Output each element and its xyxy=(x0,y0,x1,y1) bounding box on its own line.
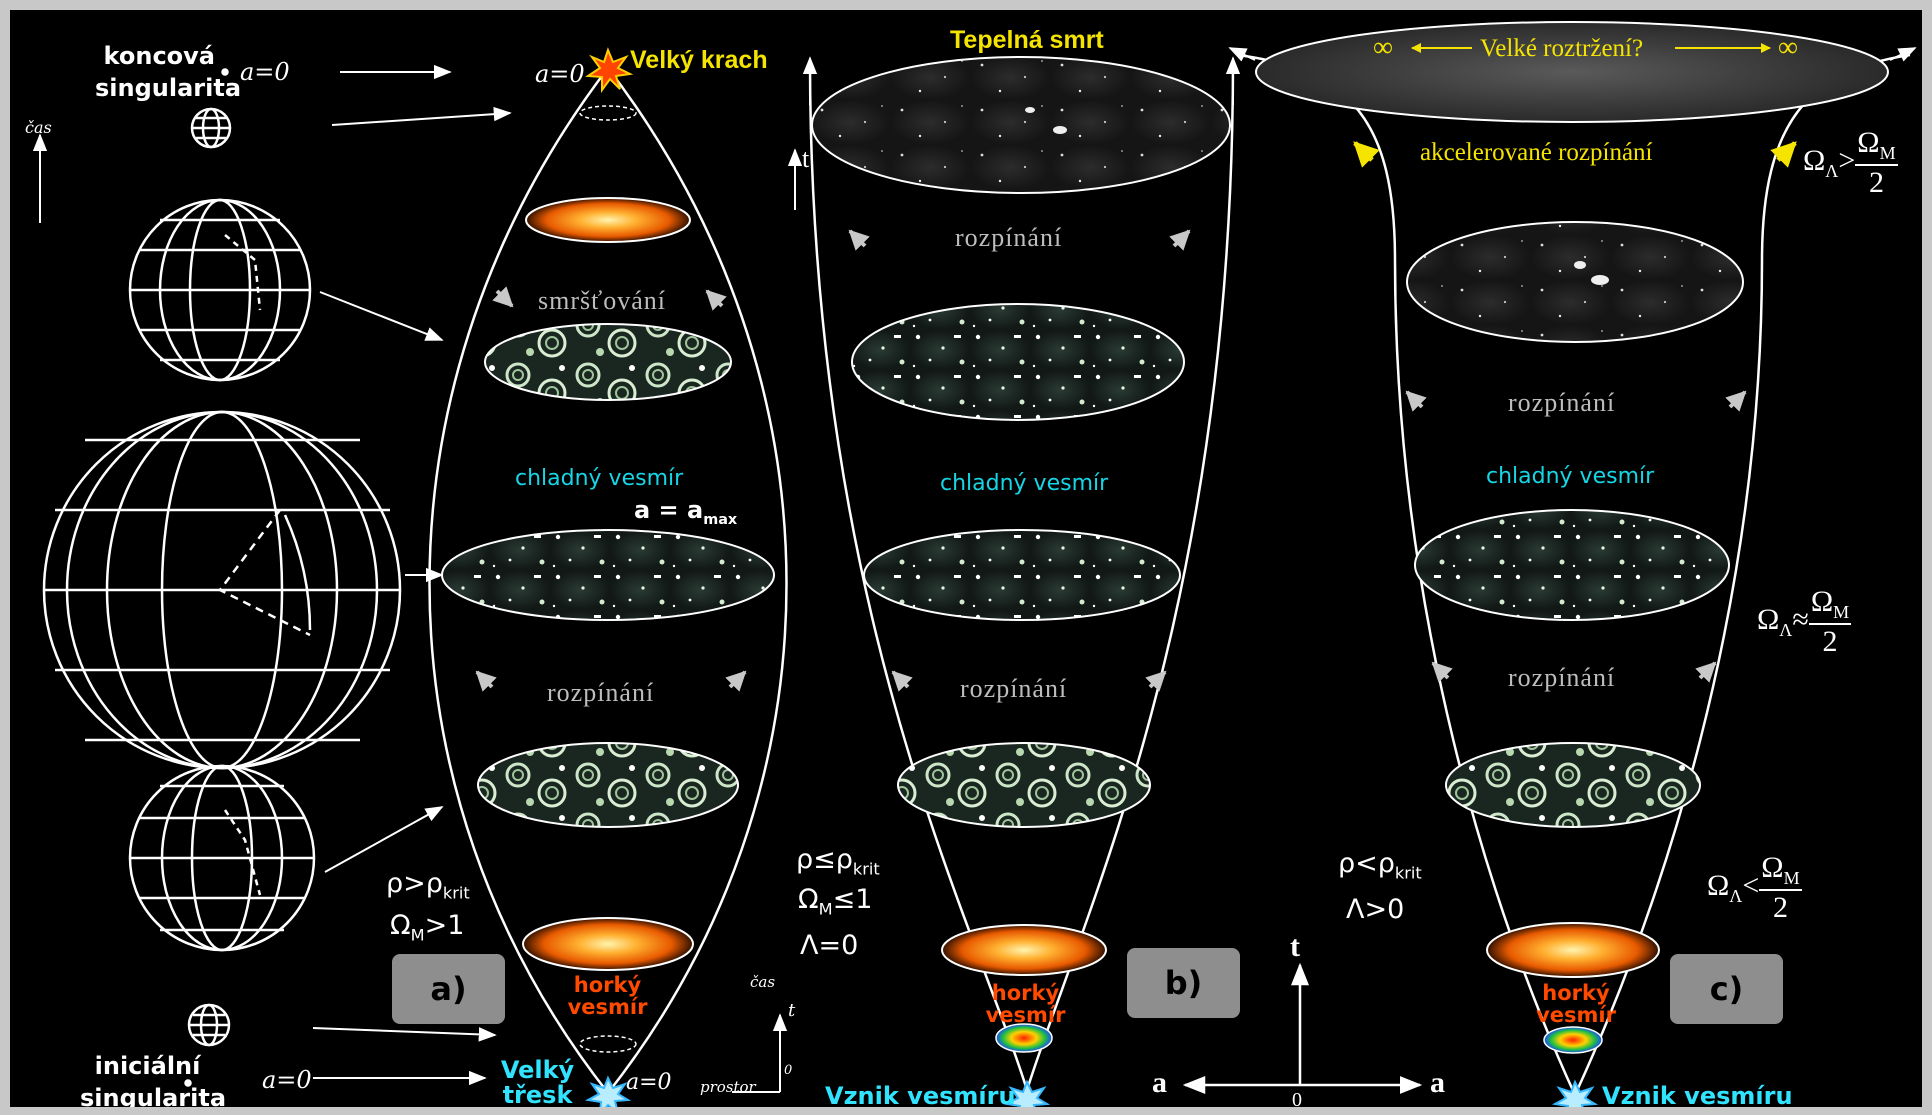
panel-c-origin-star xyxy=(1551,1079,1599,1107)
panel-b-core xyxy=(995,1023,1053,1053)
panel-a-top-ring xyxy=(579,105,637,121)
panel-c-expansion-label: rozpínání xyxy=(1508,663,1616,692)
panel-c-density-condition: ρ<ρkrit xyxy=(1338,848,1422,883)
initial-a-label: a=0 xyxy=(262,1066,312,1094)
omega-gt-half-condition: ΩΛ> ΩM 2 xyxy=(1803,126,1898,199)
panel-a-galaxy-disk-lower xyxy=(477,742,739,828)
dot-final xyxy=(221,68,229,76)
axis-a-left-label: a xyxy=(1152,1066,1167,1099)
panel-c-galaxy-disk-lower xyxy=(1445,742,1701,828)
accelerated-expansion-label: akcelerované rozpínání xyxy=(1420,139,1653,166)
panel-c-cold-label: chladný vesmír xyxy=(1486,464,1655,489)
panel-c-badge: c) xyxy=(1670,954,1783,1024)
globe-tiny-top xyxy=(190,107,232,149)
panel-a-hot-label: horký vesmír xyxy=(567,973,648,1020)
panel-a-graphics xyxy=(428,47,788,1107)
panel-a-amax-label: a = amax xyxy=(634,496,738,528)
final-singularity-label: koncová singularita xyxy=(95,42,242,103)
panel-a-axis-zero: 0 xyxy=(784,1063,793,1078)
globe-small-lower xyxy=(128,764,316,952)
globe-tiny-bottom xyxy=(187,1003,231,1047)
panel-a-hot-disk-upper xyxy=(525,197,691,243)
diagram-graphics xyxy=(32,21,1917,1107)
globe-small-upper xyxy=(128,198,312,382)
panel-a-axis-time: čas xyxy=(750,973,776,991)
panel-a-contraction-label: smršťování xyxy=(538,286,666,315)
panel-c-lambda-condition: Λ>0 xyxy=(1346,894,1405,925)
panel-b-badge: b) xyxy=(1127,948,1240,1018)
panel-b-hot-disk xyxy=(941,924,1107,976)
panel-b-lambda-condition: Λ=0 xyxy=(800,930,859,961)
panel-a-expansion-label: rozpínání xyxy=(547,678,655,707)
panel-b-expansion-top-label: rozpínání xyxy=(955,223,1063,252)
central-axes xyxy=(1182,962,1423,1094)
dot-initial xyxy=(184,1079,192,1087)
big-crunch-label: Velký krach xyxy=(630,46,768,74)
panel-b-galaxy-disk-lower xyxy=(897,742,1151,828)
panel-b-galaxy-disk-mid xyxy=(863,529,1181,621)
axis-a-right-label: a xyxy=(1430,1066,1445,1099)
big-rip-label: Velké roztržení? xyxy=(1480,35,1644,62)
infinity-left: ∞ xyxy=(1373,32,1393,63)
panel-b-galaxy-disk-upper xyxy=(851,303,1185,421)
panel-b-graphics xyxy=(787,56,1241,1107)
panel-b-hot-label: horký vesmír xyxy=(985,981,1066,1028)
panel-b-disk-heat-death xyxy=(811,56,1231,194)
panel-a-axis-t: t xyxy=(788,1000,796,1021)
panel-b-omega-condition: ΩM≤1 xyxy=(798,884,873,919)
initial-singularity-label: iniciální singularita xyxy=(80,1052,227,1107)
heat-death-label: Tepelná smrt xyxy=(950,26,1104,54)
omega-lt-half-condition: ΩΛ< ΩM 2 xyxy=(1707,851,1802,924)
panel-c-core xyxy=(1543,1026,1603,1054)
left-globes xyxy=(42,68,402,1087)
panel-c-hot-label: horký vesmír xyxy=(1536,981,1616,1028)
panel-a-top-a: a=0 xyxy=(535,60,585,88)
final-a-label: a=0 xyxy=(240,58,290,86)
panel-a-axis-space: prostor xyxy=(700,1078,756,1096)
panel-a-mini-axes xyxy=(732,1013,788,1093)
panel-a-badge: a) xyxy=(392,954,505,1024)
panel-a-omega-condition: ΩM>1 xyxy=(390,910,465,945)
panel-c-graphics xyxy=(1228,21,1917,1107)
time-label-left: čas xyxy=(25,118,52,137)
diagram-frame: koncová singularita a=0 čas iniciální si… xyxy=(10,10,1922,1107)
infinity-right: ∞ xyxy=(1778,32,1798,63)
panel-b-expansion-label: rozpínání xyxy=(960,674,1068,703)
panel-a-galaxy-disk-max xyxy=(441,529,775,621)
panel-a-hot-disk-lower xyxy=(522,917,694,971)
panel-c-origin-label: Vznik vesmíru xyxy=(1602,1082,1793,1107)
panel-c-galaxy-disk-mid xyxy=(1414,509,1730,621)
axis-zero-label: 0 xyxy=(1292,1089,1302,1107)
panel-c-expansion-upper-label: rozpínání xyxy=(1508,388,1616,417)
big-bang-star xyxy=(584,1075,632,1107)
panel-a-bottom-ring xyxy=(579,1035,637,1053)
panel-a-bottom-a: a=0 xyxy=(626,1070,672,1095)
panel-b-origin-star xyxy=(1003,1079,1051,1107)
panel-b-t-label: t xyxy=(802,144,810,173)
panel-a-cold-label: chladný vesmír xyxy=(515,466,684,491)
omega-approx-half-condition: ΩΛ≈ ΩM 2 xyxy=(1757,585,1852,658)
panel-c-disk-accelerated xyxy=(1406,221,1744,343)
panel-a-density-condition: ρ>ρkrit xyxy=(386,868,470,903)
panel-b-origin-label: Vznik vesmíru xyxy=(825,1082,1016,1107)
big-bang-label: Velký třesk xyxy=(500,1056,575,1107)
axis-t-label: t xyxy=(1290,930,1300,963)
panel-b-cold-label: chladný vesmír xyxy=(940,471,1109,496)
globe-arrows xyxy=(312,64,512,1086)
panel-b-density-condition: ρ≤ρkrit xyxy=(796,844,880,879)
panel-a-galaxy-disk-upper xyxy=(484,323,732,401)
big-crunch-star xyxy=(585,47,634,94)
panel-c-hot-disk xyxy=(1486,922,1660,978)
globe-large xyxy=(42,410,402,770)
